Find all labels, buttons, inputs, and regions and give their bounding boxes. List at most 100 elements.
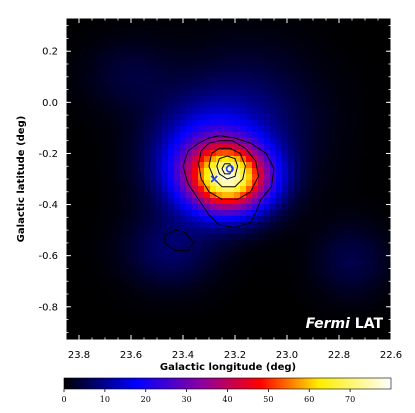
heatmap-cell xyxy=(144,186,151,193)
heatmap-cell xyxy=(264,246,271,253)
heatmap-cell xyxy=(270,336,277,340)
heatmap-cell xyxy=(108,264,115,271)
heatmap-cell xyxy=(72,246,79,253)
heatmap-cell xyxy=(264,168,271,175)
heatmap-cell xyxy=(138,48,145,55)
heatmap-cell xyxy=(240,24,247,31)
x-tick-label: 23.0 xyxy=(276,350,298,361)
heatmap-cell xyxy=(300,312,307,319)
heatmap-cell xyxy=(138,42,145,49)
heatmap-cell xyxy=(294,300,301,307)
heatmap-cell xyxy=(306,294,313,301)
heatmap-cell xyxy=(246,90,253,97)
heatmap-cell xyxy=(312,54,319,61)
heatmap-cell xyxy=(258,330,265,337)
heatmap-cell xyxy=(228,282,235,289)
heatmap-cell xyxy=(228,84,235,91)
heatmap-cell xyxy=(96,18,103,25)
heatmap-cell xyxy=(144,120,151,127)
heatmap-cell xyxy=(300,138,307,145)
heatmap-cell xyxy=(324,306,331,313)
colorbar-ticks: 0 10 20 30 40 50 60 70 xyxy=(61,389,355,404)
heatmap-cell xyxy=(126,192,133,199)
heatmap-cell xyxy=(84,72,91,79)
heatmap-cell xyxy=(264,114,271,121)
heatmap-cell xyxy=(324,108,331,115)
heatmap-cell xyxy=(120,144,127,151)
heatmap-cell xyxy=(234,132,241,139)
heatmap-cell xyxy=(138,144,145,151)
heatmap-cell xyxy=(324,96,331,103)
heatmap-cell xyxy=(96,90,103,97)
heatmap-cell xyxy=(96,210,103,217)
heatmap-cell xyxy=(204,270,211,277)
heatmap-cell xyxy=(78,36,85,43)
heatmap-cell xyxy=(84,222,91,229)
heatmap-cell xyxy=(246,138,253,145)
heatmap-cell xyxy=(102,234,109,241)
heatmap-cell xyxy=(324,84,331,91)
heatmap-cell xyxy=(330,282,337,289)
heatmap-cell xyxy=(258,204,265,211)
heatmap-cell xyxy=(180,180,187,187)
heatmap-cell xyxy=(318,72,325,79)
heatmap-cell xyxy=(180,96,187,103)
heatmap-cell xyxy=(336,300,343,307)
heatmap-cell xyxy=(366,258,373,265)
heatmap-cell xyxy=(90,222,97,229)
heatmap-cell xyxy=(78,282,85,289)
heatmap-cell xyxy=(348,336,355,340)
heatmap-cell xyxy=(300,150,307,157)
heatmap-cell xyxy=(318,216,325,223)
heatmap-cell xyxy=(150,258,157,265)
heatmap-cell xyxy=(126,48,133,55)
heatmap-cell xyxy=(210,204,217,211)
heatmap-cell xyxy=(318,150,325,157)
heatmap-cell xyxy=(294,168,301,175)
heatmap-cell xyxy=(144,30,151,37)
heatmap-cell xyxy=(372,156,379,163)
heatmap-cell xyxy=(348,318,355,325)
heatmap-cell xyxy=(330,150,337,157)
heatmap-cell xyxy=(66,120,73,127)
heatmap-cell xyxy=(246,144,253,151)
heatmap-cell xyxy=(102,24,109,31)
heatmap-cell xyxy=(144,108,151,115)
heatmap-cell xyxy=(168,288,175,295)
heatmap-cell xyxy=(270,246,277,253)
heatmap-cell xyxy=(72,132,79,139)
heatmap-cell xyxy=(288,318,295,325)
heatmap-cell xyxy=(306,24,313,31)
heatmap-cell xyxy=(180,276,187,283)
heatmap-cell xyxy=(300,96,307,103)
heatmap-cell xyxy=(96,84,103,91)
heatmap-cell xyxy=(330,108,337,115)
heatmap-cell xyxy=(240,288,247,295)
heatmap-cell xyxy=(66,36,73,43)
heatmap-cell xyxy=(198,180,205,187)
heatmap-cell xyxy=(246,288,253,295)
heatmap-cell xyxy=(258,192,265,199)
heatmap-cell xyxy=(174,336,181,340)
heatmap-cell xyxy=(366,270,373,277)
heatmap-cell xyxy=(342,144,349,151)
heatmap-cell xyxy=(72,48,79,55)
heatmap-cell xyxy=(90,96,97,103)
heatmap-cell xyxy=(330,174,337,181)
heatmap-cell xyxy=(354,186,361,193)
heatmap-cell xyxy=(234,150,241,157)
heatmap-cell xyxy=(222,114,229,121)
heatmap-cell xyxy=(138,120,145,127)
heatmap-cell xyxy=(168,240,175,247)
heatmap-cell xyxy=(276,252,283,259)
heatmap-cell xyxy=(348,252,355,259)
heatmap-cell xyxy=(366,36,373,43)
heatmap-cell xyxy=(312,318,319,325)
heatmap-cell xyxy=(150,264,157,271)
heatmap-cell xyxy=(336,138,343,145)
heatmap-cell xyxy=(210,168,217,175)
heatmap-cell xyxy=(258,72,265,79)
heatmap-cell xyxy=(354,192,361,199)
heatmap-cell xyxy=(300,228,307,235)
heatmap-cell xyxy=(312,186,319,193)
